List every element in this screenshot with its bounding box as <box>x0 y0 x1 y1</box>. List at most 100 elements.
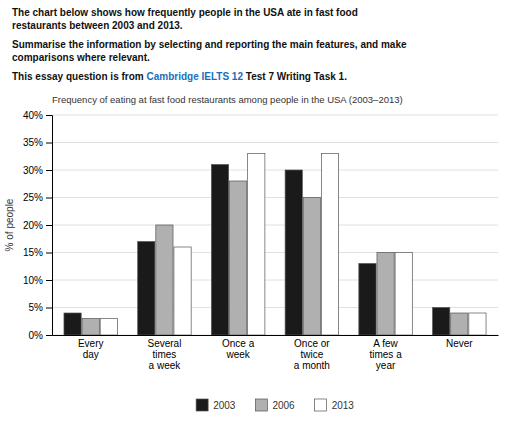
tick-label: 20% <box>23 220 43 231</box>
tick-label: 30% <box>23 165 43 176</box>
tick: A fewtimes ayear <box>369 338 402 371</box>
tick-label: 35% <box>23 137 43 148</box>
legend-label: 2003 <box>213 400 236 411</box>
bar <box>230 181 247 335</box>
grid-line <box>52 115 498 116</box>
bar <box>174 247 191 335</box>
axis-line <box>46 116 53 336</box>
tick: 35% <box>23 137 52 148</box>
legend-label: 2006 <box>272 400 295 411</box>
tick-label-line: year <box>376 360 396 371</box>
legend: 2003 2006 2013 <box>196 399 354 411</box>
grid-line <box>52 142 498 143</box>
tick-label-line: Never <box>446 338 473 349</box>
tick: 40% <box>23 110 52 121</box>
tick-label: 25% <box>23 192 43 203</box>
tick-label: 5% <box>29 302 44 313</box>
tick-label-line: Once or <box>294 338 330 349</box>
annotation-segment: Test 7 Writing Task 1. <box>243 71 347 82</box>
chart-container: The chart below shows how frequently peo… <box>0 0 512 423</box>
tick: 20% <box>23 220 52 231</box>
grid-line <box>52 197 498 198</box>
tick-label: 0% <box>29 330 44 341</box>
tick-label-line: Several <box>147 338 181 349</box>
tick: 15% <box>23 247 52 258</box>
axis-line <box>53 335 499 336</box>
tick-mark <box>46 198 52 199</box>
tick-label-line: day <box>83 349 99 360</box>
series <box>100 154 486 336</box>
tick-mark <box>46 308 52 309</box>
grid-line <box>52 280 498 281</box>
tick-mark <box>46 335 52 336</box>
tick-label-line: A few <box>373 338 398 349</box>
tick-mark <box>46 115 52 116</box>
tick-mark <box>46 170 52 171</box>
tick-label: Once aweek <box>222 338 255 360</box>
tick-label: 15% <box>23 247 43 258</box>
bar <box>469 313 486 335</box>
tick: Once aweek <box>222 338 255 360</box>
tick: 5% <box>29 302 52 313</box>
annotation-line: restaurants between 2003 and 2013. <box>12 20 183 31</box>
tick-label-line: Once a <box>222 338 255 349</box>
tick: 0% <box>29 330 52 341</box>
tick-label-line: Every <box>78 338 104 349</box>
tick-mark <box>46 143 52 144</box>
grid <box>52 115 498 335</box>
annotation: Summarise the information by selecting a… <box>12 39 407 63</box>
tick-label-line: times a <box>369 349 402 360</box>
annotation: This essay question is from Cambridge IE… <box>12 71 347 82</box>
tick-label-line: twice <box>300 349 323 360</box>
legend-swatch <box>196 399 208 411</box>
plot: 0% 5% 10% 15% 20% 25% 30% 35% 40% Everyday Several… <box>23 110 499 371</box>
tick-label-line: a month <box>294 360 330 371</box>
chart-svg: The chart below shows how frequently peo… <box>0 0 512 423</box>
legend-item: 2003 <box>196 399 236 411</box>
bar <box>359 264 376 336</box>
tick-label: Once ortwicea month <box>294 338 331 371</box>
tick: 10% <box>23 275 52 286</box>
grid-line <box>52 252 498 253</box>
bar <box>138 242 155 336</box>
tick-label: Never <box>446 338 473 349</box>
tick-label-line: times <box>152 349 176 360</box>
bar <box>64 313 81 335</box>
grid-line <box>52 170 498 171</box>
bars <box>64 154 486 336</box>
legend-item: 2006 <box>255 399 295 411</box>
bar <box>321 154 338 336</box>
tick-label-line: week <box>225 349 250 360</box>
tick-label: Severaltimesa week <box>147 338 181 371</box>
tick: 25% <box>23 192 52 203</box>
tick: Severaltimesa week <box>147 338 181 371</box>
bar <box>248 154 265 336</box>
grid-line <box>52 335 498 336</box>
tick-label: 10% <box>23 275 43 286</box>
y-axis-label: % of people <box>4 198 15 251</box>
bar <box>82 319 99 336</box>
bar <box>211 165 228 336</box>
tick-label-line: a week <box>149 360 182 371</box>
x-axis: EverydaySeveraltimesa weekOnce aweekOnce… <box>53 336 499 372</box>
annotation-line: The chart below shows how frequently peo… <box>12 7 358 18</box>
bar <box>100 319 117 336</box>
annotation-line: comparisons where relevant. <box>12 52 150 63</box>
tick: Once ortwicea month <box>294 338 331 371</box>
tick-mark <box>46 225 52 226</box>
legend-swatch <box>315 399 327 411</box>
bar <box>433 308 450 336</box>
tick-label: Everyday <box>78 338 104 360</box>
bar <box>156 225 173 335</box>
grid-line <box>52 307 498 308</box>
bar <box>377 253 394 336</box>
bar <box>451 313 468 335</box>
series <box>82 181 468 335</box>
tick-label: A fewtimes ayear <box>369 338 402 371</box>
legend-label: 2013 <box>332 400 355 411</box>
y-axis: 0% 5% 10% 15% 20% 25% 30% 35% 40% <box>23 110 53 341</box>
tick: Everyday <box>78 338 104 360</box>
annotation-line: Summarise the information by selecting a… <box>12 39 407 50</box>
legend-swatch <box>255 399 267 411</box>
bar <box>395 253 412 336</box>
